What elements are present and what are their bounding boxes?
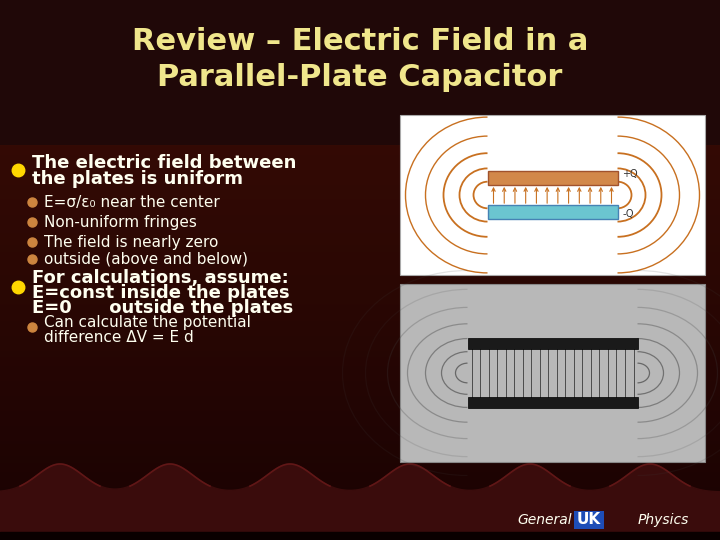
Text: General: General <box>518 513 572 527</box>
Text: the plates is uniform: the plates is uniform <box>32 170 243 188</box>
Text: E=0      outside the plates: E=0 outside the plates <box>32 299 293 317</box>
FancyBboxPatch shape <box>400 115 705 275</box>
Text: For calculations, assume:: For calculations, assume: <box>32 269 289 287</box>
Text: outside (above and below): outside (above and below) <box>44 252 248 267</box>
FancyBboxPatch shape <box>0 0 720 145</box>
FancyBboxPatch shape <box>574 511 604 529</box>
Text: Non-uniform fringes: Non-uniform fringes <box>44 214 197 230</box>
Text: The field is nearly zero: The field is nearly zero <box>44 234 218 249</box>
FancyBboxPatch shape <box>487 205 618 219</box>
FancyBboxPatch shape <box>467 397 637 408</box>
Text: -Q: -Q <box>623 209 634 219</box>
Text: E=const inside the plates: E=const inside the plates <box>32 284 289 302</box>
FancyBboxPatch shape <box>467 338 637 349</box>
Text: E=σ/ε₀ near the center: E=σ/ε₀ near the center <box>44 194 220 210</box>
Text: +Q: +Q <box>623 169 638 179</box>
Text: difference ΔV = E d: difference ΔV = E d <box>44 330 194 346</box>
Text: Review – Electric Field in a: Review – Electric Field in a <box>132 28 588 57</box>
Text: Parallel-Plate Capacitor: Parallel-Plate Capacitor <box>157 64 563 92</box>
Text: Can calculate the potential: Can calculate the potential <box>44 314 251 329</box>
FancyBboxPatch shape <box>487 171 618 185</box>
Text: The electric field between: The electric field between <box>32 154 297 172</box>
FancyBboxPatch shape <box>400 284 705 462</box>
Text: Physics: Physics <box>638 513 689 527</box>
Text: UK: UK <box>577 512 601 528</box>
